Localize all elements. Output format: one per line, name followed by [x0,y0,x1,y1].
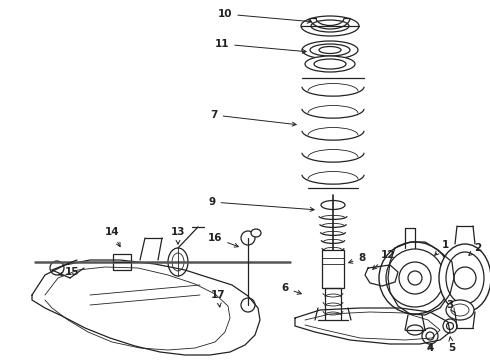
Ellipse shape [302,41,358,59]
Ellipse shape [251,229,261,237]
Ellipse shape [311,20,349,32]
Ellipse shape [446,300,474,320]
Text: 15: 15 [59,267,79,277]
Ellipse shape [319,46,341,54]
Text: 11: 11 [215,39,306,53]
Ellipse shape [451,304,469,316]
Text: 14: 14 [105,227,120,247]
Ellipse shape [386,249,444,307]
Ellipse shape [443,319,457,333]
Text: 10: 10 [218,9,311,23]
Ellipse shape [241,298,255,312]
Ellipse shape [50,261,64,275]
Ellipse shape [324,252,342,258]
Ellipse shape [408,271,422,285]
Ellipse shape [301,16,359,36]
Text: 7: 7 [210,110,296,126]
Text: 1: 1 [435,240,449,255]
Text: 2: 2 [469,243,482,255]
Text: 5: 5 [448,337,456,353]
Text: 13: 13 [171,227,185,244]
Text: 17: 17 [211,290,225,307]
Ellipse shape [172,253,184,271]
Text: 3: 3 [446,300,455,313]
Text: 4: 4 [426,343,434,353]
Ellipse shape [305,56,355,72]
Text: 6: 6 [281,283,301,294]
Ellipse shape [426,332,434,340]
Ellipse shape [399,262,431,294]
Text: 8: 8 [349,253,366,263]
Ellipse shape [310,44,350,56]
Bar [113,254,131,270]
Ellipse shape [314,59,346,69]
Ellipse shape [454,267,476,289]
Text: 12: 12 [373,250,395,269]
Ellipse shape [407,325,423,335]
Text: 9: 9 [208,197,314,211]
Ellipse shape [439,244,490,312]
Ellipse shape [422,328,438,344]
Ellipse shape [446,252,484,304]
Ellipse shape [379,242,451,314]
Text: 16: 16 [208,233,238,247]
Ellipse shape [446,323,454,329]
Ellipse shape [168,248,188,276]
Bar [322,250,344,288]
Ellipse shape [241,231,255,245]
Ellipse shape [321,201,345,210]
